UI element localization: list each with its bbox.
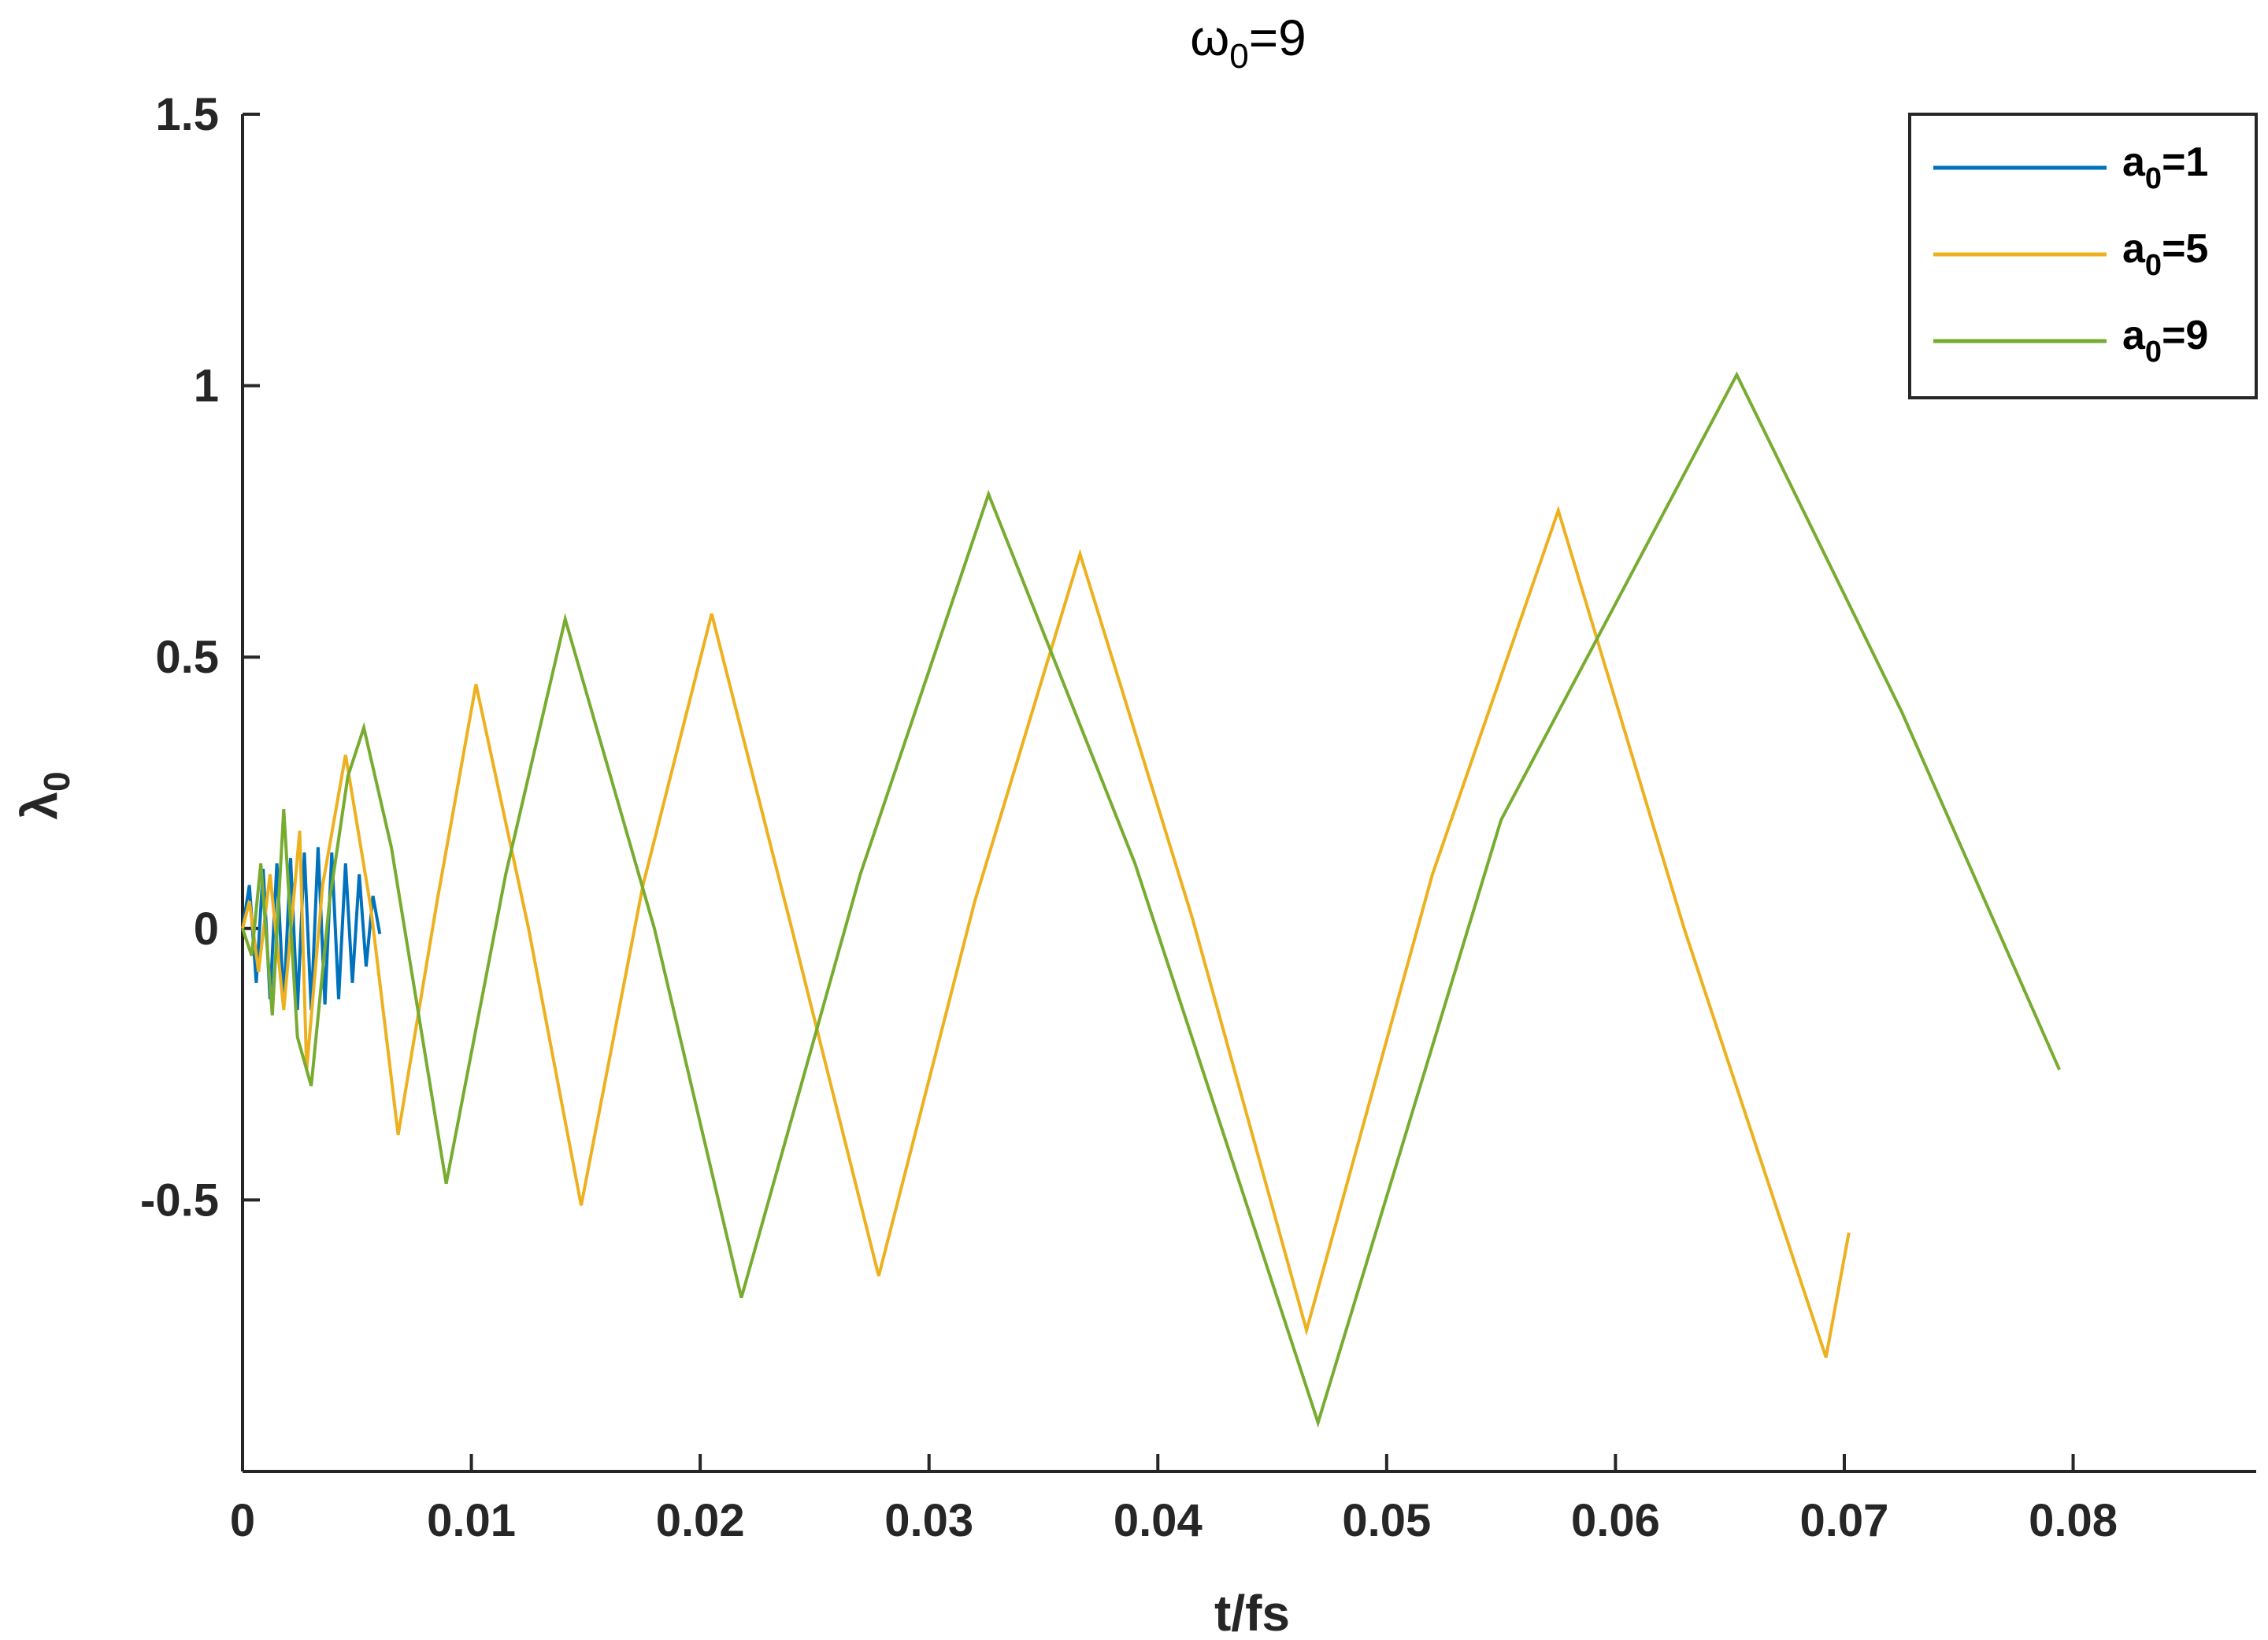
legend-label-base: a [2122, 139, 2146, 185]
x-axis-label: t/fs [1214, 1585, 1290, 1640]
legend-label-sub: 0 [2145, 336, 2162, 369]
legend-label-sub: 0 [2145, 249, 2162, 282]
x-axis-ticks: 0 0.01 0.02 0.03 0.04 0.05 0.06 0.07 0.08 [230, 1454, 2118, 1546]
x-tick-label: 0.03 [884, 1495, 973, 1546]
x-tick-label: 0.06 [1571, 1495, 1660, 1546]
legend-label: a0=9 [2122, 313, 2208, 369]
legend-label-sub: 0 [2145, 162, 2162, 195]
x-tick-label: 0.04 [1114, 1495, 1203, 1546]
legend-label-rest: =9 [2162, 313, 2208, 358]
legend-label-rest: =5 [2162, 226, 2208, 272]
y-axis-label-base: λ [11, 792, 68, 820]
series-line-3 [241, 371, 2061, 1428]
x-tick-label: 0.08 [2029, 1495, 2118, 1546]
chart-title-sub: 0 [1229, 37, 1248, 76]
y-tick-label: 0.5 [155, 632, 219, 683]
legend-label-rest: =1 [2162, 139, 2208, 185]
legend-label: a0=1 [2122, 139, 2208, 195]
y-axis-label: λ0 [11, 771, 77, 819]
series-lines [241, 371, 2061, 1428]
x-tick-label: 0.01 [427, 1495, 516, 1546]
y-tick-label: 0 [194, 903, 219, 955]
axes [241, 114, 2256, 1473]
x-tick-label: 0.05 [1342, 1495, 1431, 1546]
x-tick-label: 0.02 [656, 1495, 745, 1546]
legend-label: a0=5 [2122, 226, 2208, 282]
y-axis-label-sub: 0 [36, 771, 77, 792]
chart-title: ω0=9 [1190, 9, 1306, 76]
legend-label-base: a [2122, 226, 2146, 272]
legend: a0=1a0=5a0=9 [1908, 113, 2258, 399]
y-tick-label: 1 [194, 361, 219, 412]
x-tick-label: 0.07 [1800, 1495, 1889, 1546]
chart-title-base: ω [1190, 9, 1229, 66]
legend-label-base: a [2122, 313, 2146, 358]
y-tick-label: 1.5 [155, 89, 219, 140]
chart-title-rest: =9 [1249, 9, 1306, 66]
y-axis-ticks: -0.5 0 0.5 1 1.5 [140, 89, 260, 1226]
x-tick-label: 0 [230, 1495, 255, 1546]
y-tick-label: -0.5 [140, 1174, 219, 1226]
